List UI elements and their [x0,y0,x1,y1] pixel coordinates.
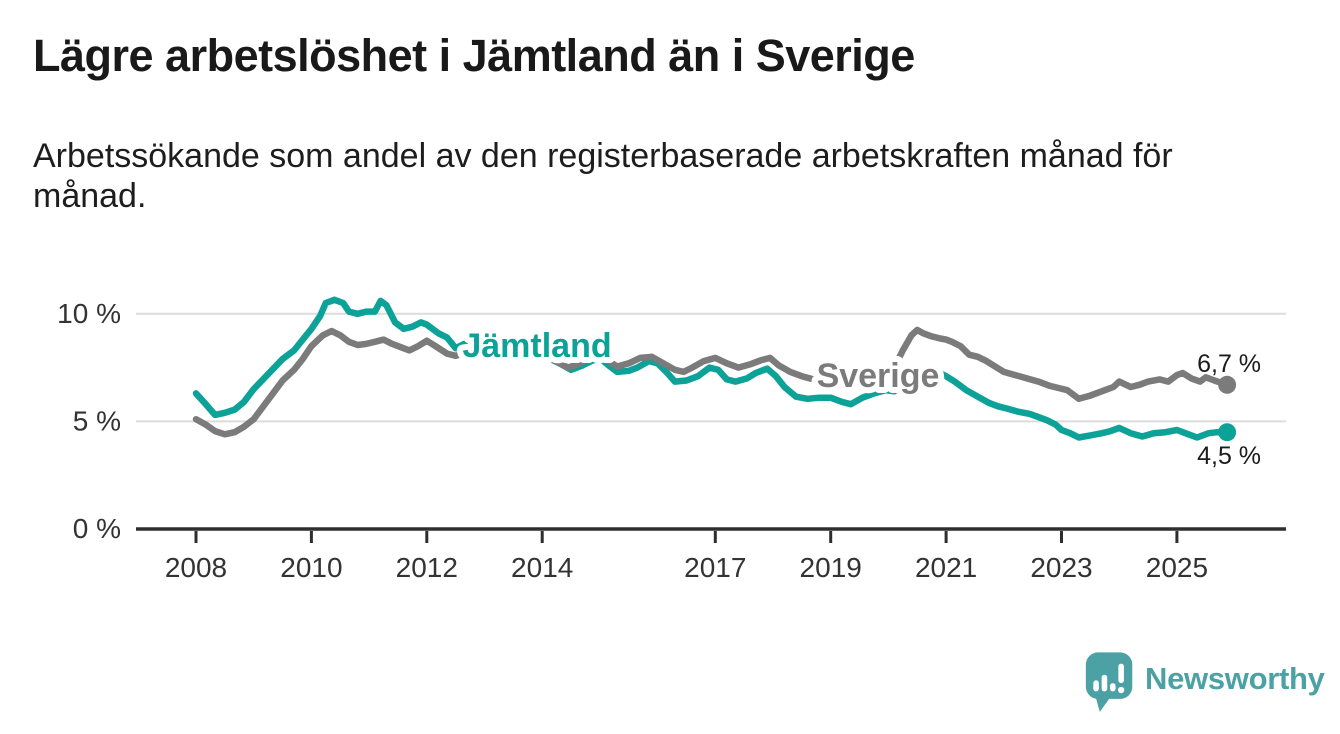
speech-bubble-bar-chart-icon [1085,652,1133,712]
x-tick-label-2008: 2008 [165,552,227,583]
y-tick-label-10-percent: 10 % [57,298,121,329]
x-tick-label-2014: 2014 [511,552,573,583]
x-tick-label-2019: 2019 [800,552,862,583]
logo-bar-1 [1093,680,1099,692]
series-label-sverige: Sverige [817,357,940,395]
end-value-label-jämtland: 4,5 % [1197,442,1261,470]
y-tick-label-0-percent: 0 % [73,513,121,544]
logo-exclamation-dot [1117,686,1125,694]
chart-subtitle: Arbetssökande som andel av den registerb… [33,137,1173,215]
end-dot-sverige [1218,375,1237,394]
x-tick-label-2017: 2017 [684,552,746,583]
logo-exclamation-bar [1118,663,1124,684]
series-line-sverige [192,326,1231,438]
unemployment-line-chart: 2008 2010 2012 2014 2017 2019 2021 2023 2025 0 % 5… [57,296,1286,583]
x-tick-label-2021: 2021 [915,552,977,583]
series-line-jämtland [192,296,1231,441]
newsworthy-logo: Newsworthy [1084,650,1325,718]
x-tick-label-2023: 2023 [1030,552,1092,583]
end-value-label-sverige: 6,7 % [1197,350,1261,378]
series-label-jämtland: Jämtland [462,327,611,365]
logo-bubble-tail [1095,695,1112,712]
logo-bar-3 [1110,683,1116,692]
end-dot-jämtland [1218,423,1237,442]
logo-wordmark: Newsworthy [1145,661,1325,696]
chart-title: Lägre arbetslöshet i Jämtland än i Sveri… [33,30,915,81]
x-tick-label-2025: 2025 [1146,552,1208,583]
logo-bar-2 [1101,674,1108,692]
x-tick-label-2010: 2010 [280,552,342,583]
x-tick-label-2012: 2012 [396,552,458,583]
y-tick-label-5-percent: 5 % [73,405,121,436]
logo-bubble [1085,652,1133,699]
